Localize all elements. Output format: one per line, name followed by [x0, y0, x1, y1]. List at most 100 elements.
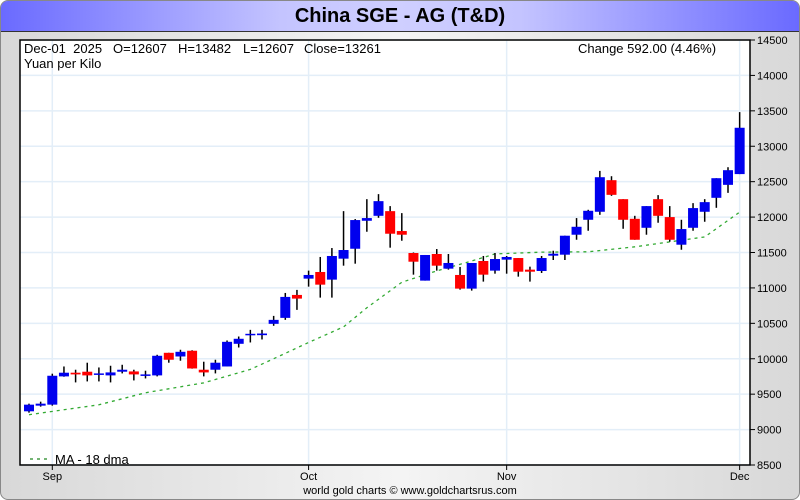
candle-body-up — [93, 373, 104, 375]
candle — [58, 366, 69, 377]
candle-body-up — [583, 210, 594, 220]
candle-body-up — [257, 333, 267, 336]
candle-body-up — [140, 374, 151, 376]
candle — [303, 270, 314, 287]
candle-body-up — [734, 127, 745, 175]
y-tick-label: 14500 — [757, 35, 788, 47]
candle — [233, 336, 244, 348]
candle-body-down — [408, 252, 419, 262]
info-date: Dec-01 2025 — [24, 41, 102, 56]
candle-body-up — [350, 220, 361, 249]
legend-ma-label: MA - 18 dma — [55, 452, 129, 467]
candle — [47, 373, 58, 406]
candle-body-down — [128, 371, 139, 375]
candle — [478, 255, 489, 282]
candle — [361, 199, 372, 232]
candle-body-up — [222, 341, 233, 367]
candle-body-down — [396, 231, 407, 235]
candle — [490, 252, 500, 274]
candle — [466, 262, 477, 291]
info-open: O=12607 — [113, 41, 167, 56]
y-tick-label: 10500 — [757, 318, 788, 330]
candle-body-up — [501, 256, 512, 260]
candle — [350, 219, 361, 264]
candle-body-up — [361, 218, 372, 221]
candle — [315, 256, 326, 298]
candle-body-down — [291, 294, 302, 299]
candle — [117, 364, 128, 374]
candle — [105, 365, 116, 383]
candle — [699, 199, 710, 222]
chart-title: China SGE - AG (T&D) — [1, 1, 799, 32]
candle-body-down — [478, 261, 489, 275]
y-tick-label: 14000 — [757, 70, 788, 82]
y-axis: 8500 9000 9500 10000 10500 11000 11500 12000 125… — [750, 35, 788, 472]
candle-body-up — [280, 296, 291, 318]
candle-body-up — [233, 338, 244, 344]
y-tick-label: 9000 — [757, 425, 781, 437]
y-tick-label: 11000 — [757, 283, 787, 295]
ma-18-line — [28, 211, 741, 416]
candle-body-down — [664, 217, 675, 240]
candle — [583, 209, 594, 231]
candle-body-down — [198, 369, 209, 373]
candle-body-up — [175, 351, 186, 357]
candle — [455, 266, 466, 290]
candle — [594, 170, 605, 215]
candle — [396, 213, 407, 241]
candle-body-up — [35, 403, 46, 406]
candle — [82, 362, 93, 382]
candle-body-up — [548, 253, 559, 256]
y-tick-label: 13500 — [757, 106, 788, 118]
candle — [245, 329, 256, 343]
candle — [734, 112, 745, 175]
x-tick-label: Nov — [497, 471, 517, 483]
candle-body-up — [443, 262, 454, 269]
candle — [571, 218, 582, 240]
candle — [291, 289, 302, 310]
candle-body-up — [641, 206, 652, 228]
x-tick-label: Oct — [300, 471, 317, 483]
x-axis: Sep Oct Nov Dec — [43, 465, 750, 483]
candle — [152, 354, 163, 377]
candle-body-up — [152, 355, 163, 376]
candle — [723, 167, 733, 193]
candle — [420, 254, 431, 281]
candle-body-up — [420, 254, 431, 281]
candle-body-up — [594, 177, 605, 212]
candle — [268, 315, 279, 326]
candle — [128, 369, 139, 381]
candle-body-up — [571, 226, 582, 235]
candles — [24, 112, 745, 413]
candle-body-down — [315, 271, 326, 285]
candle-body-down — [187, 350, 198, 369]
candle-body-up — [373, 201, 384, 216]
y-tick-label: 9500 — [757, 389, 781, 401]
candle-body-down — [653, 199, 664, 216]
candle-body-down — [163, 352, 174, 360]
candle-body-down — [455, 274, 466, 289]
candle — [187, 350, 198, 369]
candle-body-down — [70, 372, 81, 375]
candle-body-up — [466, 262, 477, 289]
candle-body-down — [82, 371, 93, 376]
candle-body-down — [513, 258, 524, 272]
candle-body-up — [117, 369, 128, 372]
candle — [676, 219, 687, 250]
candle — [210, 359, 221, 374]
candle — [257, 329, 267, 340]
candle — [70, 369, 81, 383]
info-low: L=12607 — [243, 41, 294, 56]
candle — [536, 255, 547, 273]
y-tick-label: 8500 — [757, 460, 781, 472]
candle-body-up — [210, 362, 221, 370]
candle — [175, 349, 186, 361]
info-high: H=13482 — [178, 41, 231, 56]
candle — [664, 206, 675, 242]
candle-body-up — [58, 372, 69, 377]
candle — [222, 340, 233, 367]
candle — [688, 203, 699, 231]
candle-body-down — [524, 269, 535, 272]
change-label: Change 592.00 (4.46%) — [578, 41, 716, 56]
candle-body-down — [385, 211, 396, 234]
